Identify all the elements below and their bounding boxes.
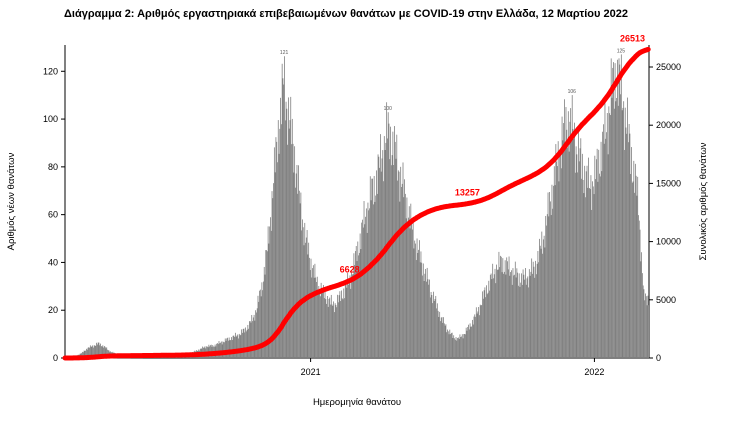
milestone-label: 26513 (620, 33, 645, 43)
bar-peak-label: 125 (617, 48, 626, 54)
chart-title: Διάγραμμα 2: Αριθμός εργαστηριακά επιβεβ… (64, 8, 628, 20)
right-axis-title: Συνολικός αριθμός θανάτων (698, 142, 709, 260)
left-axis-tick: 40 (48, 257, 58, 267)
x-axis-tick: 2022 (584, 367, 604, 377)
right-axis-tick: 15000 (656, 178, 681, 188)
left-axis-tick: 100 (43, 114, 58, 124)
cumulative-deaths-line (62, 46, 651, 361)
left-axis-tick: 120 (43, 66, 58, 76)
x-axis-title: Ημερομηνία θανάτου (313, 397, 401, 408)
right-axis-tick: 25000 (656, 62, 681, 72)
milestone-label: 6628 (340, 265, 360, 275)
daily-deaths-bars (65, 54, 650, 359)
left-axis-title: Αριθμός νέων θανάτων (6, 152, 17, 250)
left-axis-tick: 60 (48, 210, 58, 220)
bar-peak-label: 100 (384, 106, 393, 112)
bar-peak-label: 106 (568, 89, 577, 95)
x-axis-tick: 2021 (301, 367, 321, 377)
right-axis-tick: 0 (656, 353, 661, 363)
right-axis-tick: 20000 (656, 120, 681, 130)
bar-peak-label: 121 (280, 50, 289, 56)
milestone-label: 13257 (455, 188, 480, 198)
left-axis-tick: 80 (48, 162, 58, 172)
left-axis-tick: 20 (48, 305, 58, 315)
right-axis-tick: 10000 (656, 237, 681, 247)
left-axis-tick: 0 (53, 353, 58, 363)
right-axis-tick: 5000 (656, 295, 676, 305)
